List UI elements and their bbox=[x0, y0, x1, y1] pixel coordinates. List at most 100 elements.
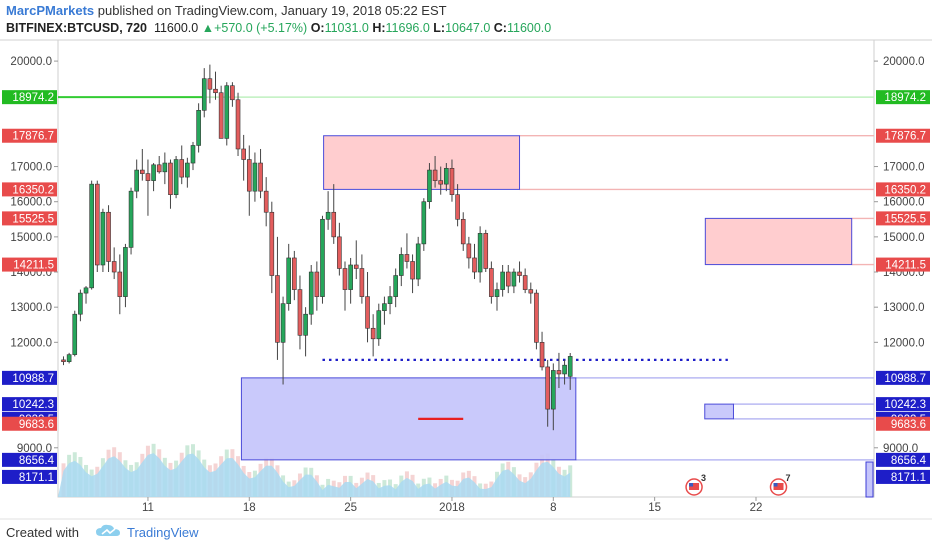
candle-down bbox=[145, 173, 151, 181]
price-label-box-left bbox=[2, 397, 57, 412]
candle-up bbox=[427, 169, 432, 203]
candle-down bbox=[353, 264, 359, 269]
candle-down bbox=[94, 183, 100, 266]
candle-down bbox=[460, 218, 466, 245]
candle-up bbox=[72, 313, 78, 355]
open-label: O: bbox=[310, 21, 325, 35]
candle-up bbox=[162, 162, 168, 173]
y-tick-label: 9000.0 bbox=[883, 443, 918, 455]
candle-up bbox=[224, 85, 230, 139]
price-label-box-left bbox=[2, 90, 57, 105]
price-label-box-right bbox=[876, 397, 930, 412]
event-count: 7 bbox=[786, 473, 791, 483]
close-label: C: bbox=[493, 21, 507, 35]
candle-down bbox=[218, 92, 224, 139]
candle-down bbox=[455, 194, 460, 220]
candle-down bbox=[522, 275, 528, 290]
price-label-box-left bbox=[2, 182, 57, 197]
candle-down bbox=[528, 289, 534, 294]
volume-edge-bar bbox=[865, 461, 874, 498]
price-label-box-right bbox=[876, 257, 930, 272]
symbol-name: BITFINEX:BTCUSD, 720 bbox=[6, 21, 147, 35]
y-tick-label-left: 9000.0 bbox=[17, 443, 52, 455]
price-label-right: 17876.7 bbox=[884, 131, 926, 143]
price-label-left: 10988.7 bbox=[12, 373, 54, 385]
publish-info: MarcPMarkets published on TradingView.co… bbox=[6, 3, 447, 18]
price-label-box-right bbox=[876, 211, 930, 226]
candle-down bbox=[410, 261, 415, 280]
candle-down bbox=[179, 159, 185, 178]
red-zone bbox=[323, 135, 521, 190]
price-label-left: 10242.3 bbox=[12, 399, 54, 411]
candle-down bbox=[545, 366, 550, 410]
price-label-right: 10988.7 bbox=[884, 373, 926, 385]
candle-up bbox=[320, 218, 325, 297]
red-zone bbox=[704, 217, 853, 266]
candle-down bbox=[534, 292, 539, 343]
candle-up bbox=[78, 292, 83, 315]
candle-up bbox=[567, 356, 573, 377]
candle-up bbox=[500, 271, 505, 290]
x-tick-label: 2018 bbox=[439, 502, 465, 514]
y-tick-label-left: 13000.0 bbox=[10, 302, 52, 314]
candle-down bbox=[556, 370, 562, 375]
candle-down bbox=[207, 78, 213, 90]
price-label-left: 8171.1 bbox=[19, 472, 54, 484]
x-tick-label: 8 bbox=[550, 502, 556, 514]
candle-down bbox=[314, 271, 320, 297]
candle-up bbox=[303, 313, 308, 336]
price-label-left: 14211.5 bbox=[13, 260, 54, 272]
candle-up bbox=[173, 159, 179, 195]
candle-down bbox=[61, 359, 66, 362]
high-value: 11696.0 bbox=[385, 21, 430, 35]
price-label-box-left bbox=[2, 128, 57, 143]
candle-down bbox=[539, 342, 545, 368]
candle-down bbox=[235, 99, 241, 150]
candle-up bbox=[134, 169, 139, 192]
price-label-box-right bbox=[876, 370, 930, 385]
candle-down bbox=[404, 254, 410, 262]
price-label-right: 14211.5 bbox=[885, 260, 926, 272]
price-label-right: 10242.3 bbox=[884, 399, 926, 411]
blue-zone bbox=[240, 377, 577, 461]
event-count: 3 bbox=[701, 473, 706, 483]
last-price: 11600.0 bbox=[153, 21, 199, 35]
tradingview-link[interactable]: TradingView bbox=[126, 525, 199, 540]
y-tick-label: 20000.0 bbox=[883, 56, 925, 68]
candle-down bbox=[337, 236, 342, 269]
candle-up bbox=[196, 110, 201, 146]
up-arrow-icon: ▲ bbox=[201, 21, 215, 35]
price-label-box-right bbox=[876, 182, 930, 197]
candle-up bbox=[252, 162, 258, 192]
x-tick-label: 25 bbox=[344, 502, 357, 514]
tradingview-cloud-icon bbox=[95, 524, 121, 541]
published-text: published on TradingView.com, January 19… bbox=[94, 3, 447, 18]
price-label-right: 15525.5 bbox=[884, 213, 926, 225]
candle-up bbox=[123, 247, 128, 297]
candle-down bbox=[241, 148, 246, 160]
candle-up bbox=[421, 201, 427, 245]
candle-down bbox=[275, 275, 280, 343]
candle-down bbox=[472, 257, 477, 273]
y-tick-label-left: 16000.0 bbox=[10, 197, 52, 209]
price-label-right: 8656.4 bbox=[891, 455, 927, 467]
author-link[interactable]: MarcPMarkets bbox=[6, 3, 95, 18]
candle-up bbox=[393, 275, 398, 297]
price-label-box-left bbox=[2, 257, 57, 272]
candle-down bbox=[342, 268, 348, 290]
candle-up bbox=[511, 271, 517, 287]
candle-down bbox=[106, 211, 111, 262]
candle-down bbox=[269, 211, 275, 276]
price-label-right: 8171.1 bbox=[891, 472, 926, 484]
candle-down bbox=[292, 257, 297, 290]
candle-down bbox=[489, 268, 494, 297]
price-label-left: 17876.7 bbox=[12, 131, 54, 143]
candle-up bbox=[415, 243, 421, 280]
y-tick-label-left: 20000.0 bbox=[10, 56, 52, 68]
price-label-right: 9683.6 bbox=[891, 419, 926, 431]
price-label-box-right bbox=[876, 452, 930, 467]
price-label-box-right bbox=[876, 469, 930, 484]
price-chart[interactable]: 20000.0 20000.0 17000.0 17000.0 16000.0 16000… bbox=[0, 0, 932, 520]
x-tick-label: 18 bbox=[243, 502, 256, 514]
candle-up bbox=[128, 190, 134, 248]
